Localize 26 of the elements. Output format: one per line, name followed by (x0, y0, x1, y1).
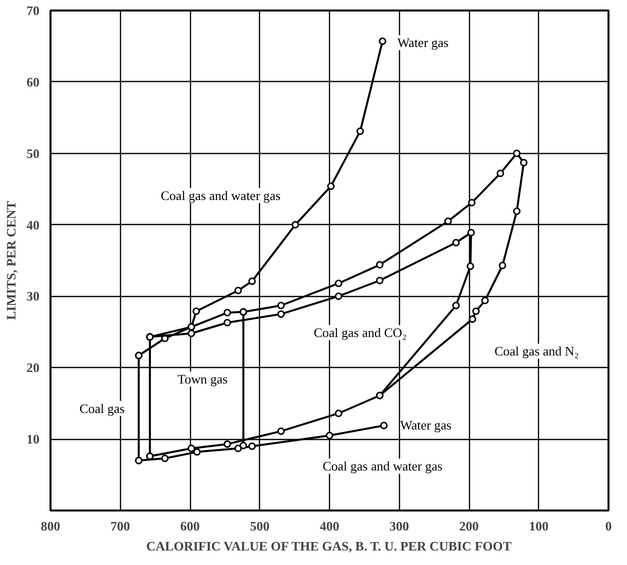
x-tick-label: 600 (180, 518, 200, 534)
x-axis-title: CALORIFIC VALUE OF THE GAS, B. T. U. PER CUBIC FOOT (146, 538, 512, 554)
annotation: Water gas (400, 417, 452, 432)
x-tick-label: 500 (250, 518, 270, 534)
annotation: Coal gas and CO₂ (314, 325, 407, 340)
y-tick-label: 30 (26, 288, 40, 304)
y-tick-label: 40 (26, 217, 40, 232)
annotation: Town gas (178, 372, 228, 387)
x-tick-label: 400 (320, 518, 340, 534)
y-tick-label: 20 (26, 360, 40, 376)
y-tick-label: 70 (26, 3, 40, 18)
x-tick-label: 0 (605, 518, 612, 534)
x-tick-label: 100 (529, 518, 548, 534)
y-tick-label: 10 (26, 432, 40, 447)
annotation: Water gas (397, 35, 449, 50)
x-tick-label: 800 (40, 518, 60, 534)
x-tick-label: 200 (459, 518, 479, 534)
annotation: Coal gas (80, 400, 125, 416)
annotation: Coal gas and water gas (322, 458, 442, 474)
annotation: Coal gas and water gas (160, 188, 281, 203)
x-tick-label: 700 (110, 518, 130, 534)
y-tick-label: 50 (26, 146, 40, 161)
annotation: Coal gas and N₂ (494, 344, 579, 359)
x-tick-label: 300 (390, 518, 409, 534)
y-axis-title: LIMITS, PER CENT (4, 200, 18, 320)
y-tick-label: 60 (26, 74, 40, 90)
